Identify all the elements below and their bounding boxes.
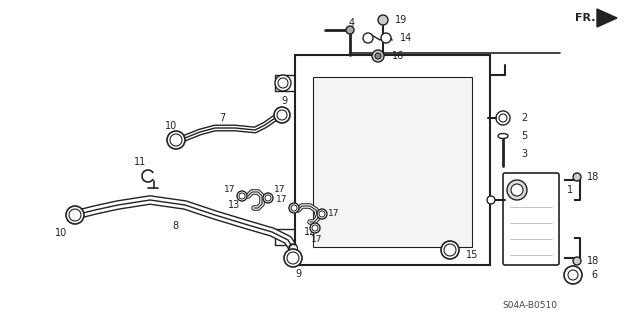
Circle shape <box>277 110 287 120</box>
Text: 17: 17 <box>328 210 340 219</box>
Text: 17: 17 <box>275 186 285 195</box>
Circle shape <box>291 205 297 211</box>
Circle shape <box>511 184 523 196</box>
Text: 13: 13 <box>228 200 240 210</box>
Text: 19: 19 <box>395 15 407 25</box>
Circle shape <box>317 209 327 219</box>
Text: 4: 4 <box>349 18 355 28</box>
Polygon shape <box>597 9 617 27</box>
Text: 3: 3 <box>521 149 527 159</box>
Text: 17: 17 <box>276 196 288 204</box>
Circle shape <box>263 193 273 203</box>
Text: 1: 1 <box>567 185 573 195</box>
Text: 15: 15 <box>466 250 478 260</box>
Text: 2: 2 <box>521 113 527 123</box>
Text: 5: 5 <box>521 131 527 141</box>
Circle shape <box>573 173 581 181</box>
Circle shape <box>441 241 459 259</box>
FancyBboxPatch shape <box>503 173 559 265</box>
Circle shape <box>363 33 373 43</box>
Bar <box>313 77 472 247</box>
Text: 10: 10 <box>165 121 177 131</box>
Circle shape <box>568 270 578 280</box>
Text: 6: 6 <box>591 270 597 280</box>
Circle shape <box>289 203 299 213</box>
Text: 9: 9 <box>295 269 301 279</box>
Circle shape <box>167 131 185 149</box>
Text: 9: 9 <box>281 96 287 106</box>
Text: 17: 17 <box>311 235 323 244</box>
Text: 12: 12 <box>304 227 316 237</box>
Circle shape <box>346 26 354 34</box>
Circle shape <box>310 223 320 233</box>
Circle shape <box>564 266 582 284</box>
Circle shape <box>275 75 291 91</box>
Text: 16: 16 <box>392 51 404 61</box>
Text: 10: 10 <box>55 228 67 238</box>
Circle shape <box>372 50 384 62</box>
Text: 17: 17 <box>224 186 236 195</box>
Text: 14: 14 <box>400 33 412 43</box>
Circle shape <box>69 209 81 221</box>
Circle shape <box>507 180 527 200</box>
Text: 18: 18 <box>587 172 599 182</box>
Text: FR.: FR. <box>575 13 595 23</box>
Circle shape <box>278 78 288 88</box>
Circle shape <box>444 244 456 256</box>
Circle shape <box>378 15 388 25</box>
Circle shape <box>239 193 245 199</box>
Text: 7: 7 <box>219 113 225 123</box>
Circle shape <box>287 252 299 264</box>
Circle shape <box>381 33 391 43</box>
Circle shape <box>487 196 495 204</box>
Circle shape <box>66 206 84 224</box>
Circle shape <box>170 134 182 146</box>
Text: S04A-B0510: S04A-B0510 <box>502 300 557 309</box>
Circle shape <box>375 53 381 59</box>
Circle shape <box>573 257 581 265</box>
Circle shape <box>284 249 302 267</box>
Text: 18: 18 <box>587 256 599 266</box>
Text: 11: 11 <box>134 157 146 167</box>
Circle shape <box>274 107 290 123</box>
Circle shape <box>312 225 318 231</box>
Circle shape <box>237 191 247 201</box>
Text: 8: 8 <box>172 221 178 231</box>
Circle shape <box>265 195 271 201</box>
Circle shape <box>319 211 325 217</box>
Bar <box>295 55 490 265</box>
